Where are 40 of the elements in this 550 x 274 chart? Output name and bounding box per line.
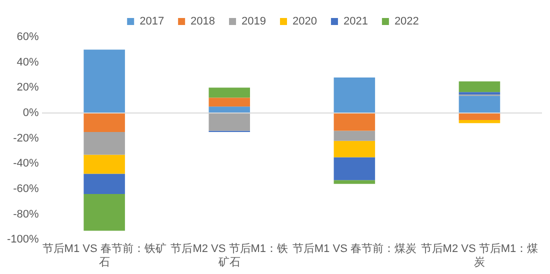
bar	[208, 113, 250, 131]
bar	[208, 88, 250, 98]
x-tick-label: 节后M1 VS 春节前：铁矿石	[42, 242, 166, 268]
bar	[84, 174, 125, 194]
y-tick-label: -100%	[7, 234, 40, 246]
bar	[458, 81, 500, 92]
bar	[84, 154, 125, 174]
x-tick-label: 节后M1 VS 春节前：煤炭	[292, 242, 416, 256]
bar	[458, 113, 500, 120]
bar	[84, 194, 125, 231]
bar	[84, 50, 125, 112]
legend-label: 2018	[190, 16, 216, 28]
bar	[334, 130, 376, 141]
bar	[458, 96, 500, 112]
y-tick-label: 60%	[16, 31, 39, 44]
bar	[334, 113, 376, 131]
y-tick-label: -40%	[13, 158, 40, 170]
y-tick-label: -80%	[13, 208, 40, 220]
legend-label: 2020	[292, 16, 317, 28]
bar	[458, 120, 500, 124]
legend-label: 2017	[140, 16, 164, 28]
y-tick-label: 20%	[16, 82, 39, 94]
y-tick-label: -20%	[13, 132, 40, 144]
legend-label: 2022	[394, 16, 419, 28]
bar	[208, 106, 250, 112]
y-tick-label: 0%	[22, 107, 40, 120]
bar	[334, 157, 376, 180]
bar	[334, 180, 376, 184]
bar	[208, 98, 250, 107]
bar	[84, 113, 125, 132]
x-tick-label: 节后M2 VS 节后M1：煤炭	[420, 242, 538, 268]
x-tick-label: 节后M2 VS 节后M1：铁矿石	[170, 242, 288, 268]
bar	[458, 92, 500, 95]
bar	[334, 78, 376, 112]
legend-label: 2019	[242, 16, 266, 28]
legend-label: 2021	[343, 16, 368, 28]
bar	[334, 140, 376, 158]
bar	[84, 132, 125, 155]
y-tick-label: -60%	[13, 182, 40, 195]
y-tick-label: 40%	[16, 56, 39, 68]
